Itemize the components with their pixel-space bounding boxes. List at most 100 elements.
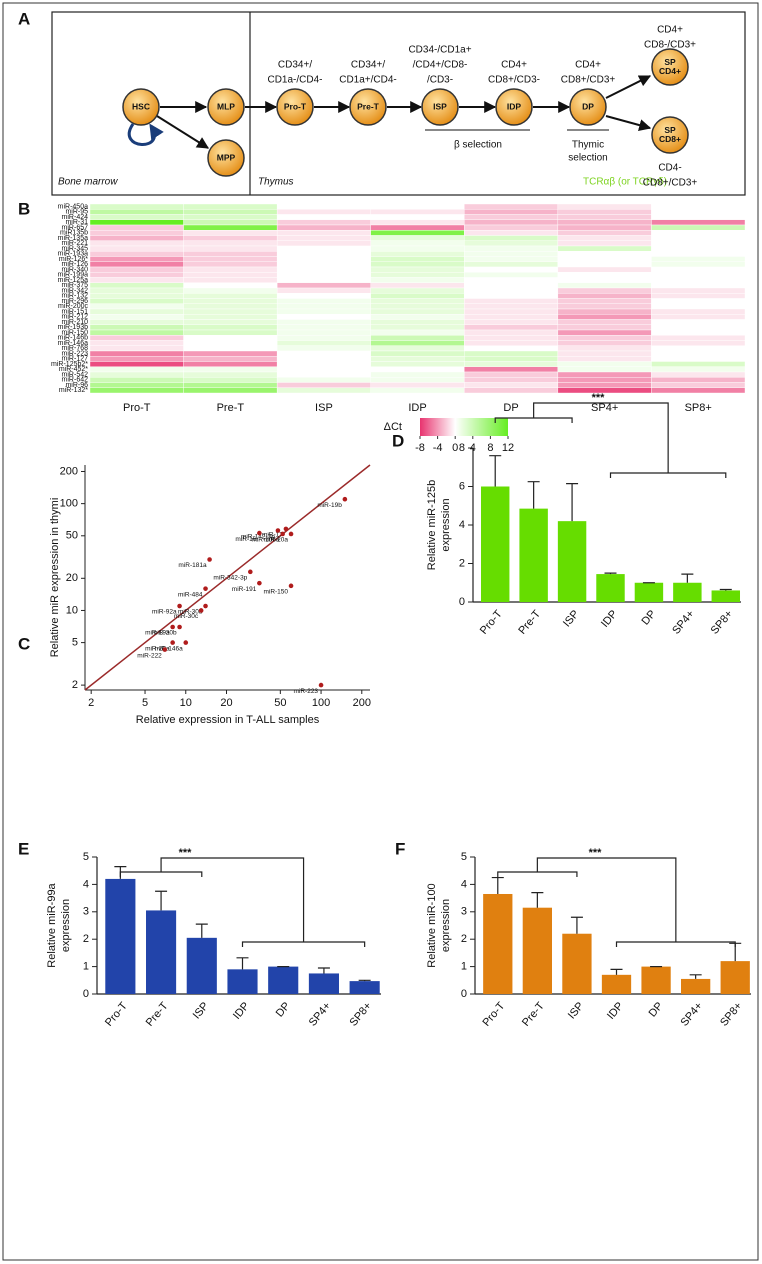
panel-label: D: [392, 431, 404, 450]
heat-cell: [651, 377, 746, 383]
heat-cell: [464, 261, 559, 268]
thymic-selection: Thymic: [572, 140, 604, 151]
x-tick-label: ISP: [561, 608, 582, 629]
row-label: miR-193a: [58, 251, 88, 258]
y-tick-label: 200: [60, 465, 78, 477]
point-label: miR-19a: [145, 630, 170, 637]
x-tick-label: 100: [312, 697, 330, 709]
x-axis-label: Relative expression in T-ALL samples: [136, 714, 320, 726]
panel-label: A: [18, 9, 30, 28]
panel-label: B: [18, 199, 30, 218]
heat-cell: [89, 251, 184, 257]
error-bar: [531, 892, 544, 908]
heat-cell: [276, 277, 371, 283]
error-bar: [317, 967, 330, 974]
heat-cell: [557, 214, 652, 220]
x-tick-label: 10: [180, 697, 192, 709]
row-label: miR-127: [62, 356, 89, 363]
point: [203, 603, 208, 609]
phenotype-label: CD34+/: [278, 60, 312, 71]
phenotype-label: /CD4+/CD8-: [413, 60, 468, 71]
heat-cell: [557, 282, 652, 289]
point-label: miR-484: [178, 591, 203, 598]
x-tick-label: DP: [274, 1000, 293, 1019]
row-label: miR-345: [62, 245, 89, 252]
point-label: miR-222: [137, 652, 162, 659]
y-tick-label: 2: [461, 933, 467, 945]
heat-cell: [651, 224, 746, 231]
y-tick-label: 10: [66, 604, 78, 616]
heat-cell: [557, 219, 652, 226]
heat-cell: [183, 209, 278, 215]
heat-cell: [557, 235, 652, 241]
heat-cell: [276, 203, 371, 210]
row-label: miR-212: [62, 314, 89, 321]
panel-label: E: [18, 839, 29, 858]
heat-cell: [557, 230, 652, 236]
x-tick-label: SP8+: [347, 1000, 374, 1029]
heat-cell: [370, 345, 465, 352]
bar: [105, 878, 136, 994]
heat-cell: [183, 251, 278, 257]
y-tick-label: 0: [459, 596, 465, 608]
heat-cell: [651, 214, 746, 220]
heat-cell: [557, 361, 652, 367]
y-tick-label: 0: [83, 988, 89, 1000]
panel-a-box: [51, 11, 746, 196]
heat-cell: [651, 350, 746, 357]
row-label: miR-768: [62, 345, 89, 352]
heat-cell: [557, 377, 652, 383]
y-axis-label: Relative miR-125b: [426, 480, 438, 570]
heat-cell: [370, 319, 465, 325]
heat-cell: [276, 308, 371, 315]
point-label: miR-19b: [317, 502, 342, 509]
point-label: miR-30b: [178, 609, 203, 616]
x-tick-label: Pre-T: [516, 608, 543, 637]
panel-label: C: [18, 634, 30, 653]
bar: [480, 486, 510, 602]
heat-cell: [370, 350, 465, 357]
heat-cell: [183, 371, 278, 378]
heat-cell: [89, 356, 184, 362]
x-tick-label: SP4+: [307, 1000, 334, 1029]
heat-cell: [557, 303, 652, 310]
heat-cell: [464, 340, 559, 346]
heat-cell: [651, 361, 746, 367]
point: [198, 608, 204, 613]
node-label: CD4+: [659, 66, 681, 76]
error-bar: [566, 483, 579, 522]
heat-cell: [370, 214, 465, 220]
bar: [562, 933, 592, 994]
heat-cell: [183, 230, 278, 236]
tcr-label: TCRαβ (or TCRγδ): [583, 177, 667, 188]
heat-cell: [651, 203, 746, 210]
heat-cell: [464, 361, 559, 367]
phenotype-label: CD4+: [501, 60, 527, 71]
heat-cell: [89, 272, 184, 278]
heat-cell: [276, 230, 371, 236]
x-tick-label: SP4+: [670, 608, 697, 637]
heat-cell: [276, 293, 371, 299]
y-tick-label: 0: [461, 988, 467, 1000]
heat-cell: [651, 319, 746, 325]
heat-cell: [89, 261, 184, 268]
x-tick-label: Pro-T: [480, 1000, 507, 1029]
heat-cell: [276, 240, 371, 247]
heat-cell: [276, 340, 371, 346]
point: [342, 496, 348, 502]
point: [275, 528, 281, 533]
heat-cell: [370, 230, 465, 236]
bar: [308, 973, 339, 994]
heat-cell: [89, 361, 184, 367]
node-label: DP: [582, 101, 594, 111]
row-label: miR-132*: [59, 387, 88, 394]
y-tick-label: 5: [72, 637, 78, 649]
row-label: miR-193b: [58, 324, 88, 331]
heat-cell: [557, 335, 652, 341]
point: [280, 531, 285, 537]
x-tick-label: IDP: [599, 608, 620, 630]
x-tick-label: SP4+: [678, 1000, 705, 1029]
heat-cell: [651, 287, 746, 294]
column-label: Pre-T: [217, 402, 245, 414]
bar: [681, 978, 711, 994]
